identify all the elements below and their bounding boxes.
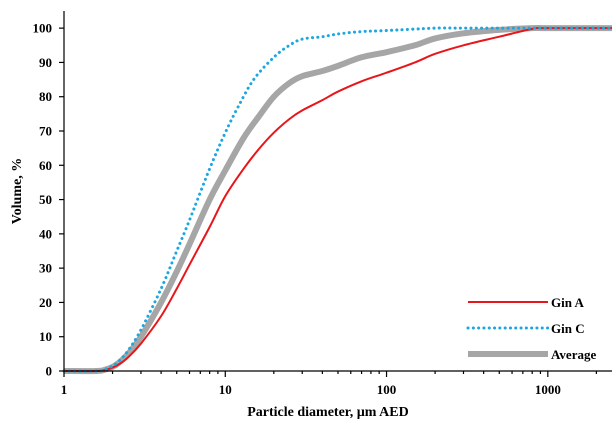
y-tick-label: 40 <box>39 226 52 241</box>
series-layer <box>62 25 614 375</box>
x-tick-label: 10 <box>219 382 232 397</box>
y-tick-label: 0 <box>46 364 53 379</box>
y-ticks: 0 10 20 30 40 50 60 70 80 90 100 <box>33 21 64 379</box>
series-line-gin-a <box>63 26 613 373</box>
x-axis-title: Particle diameter, µm AED <box>247 405 409 420</box>
y-tick-label: 20 <box>39 295 52 310</box>
y-axis-title: Volume, % <box>10 158 25 224</box>
x-tick-label: 1000 <box>535 382 561 397</box>
y-tick-label: 90 <box>39 55 52 70</box>
x-tick-label: 1 <box>61 382 68 397</box>
y-tick-label: 80 <box>39 89 52 104</box>
y-tick-label: 30 <box>39 261 52 276</box>
x-ticks: 1 10 100 1000 <box>61 371 597 397</box>
series-line-gin-c <box>62 26 614 373</box>
y-tick-label: 70 <box>39 124 52 139</box>
legend-label-gin-a: Gin A <box>551 295 584 310</box>
series-line-average <box>63 25 612 375</box>
y-tick-label: 60 <box>39 158 52 173</box>
legend-label-average: Average <box>551 347 596 362</box>
y-tick-label: 50 <box>39 192 52 207</box>
x-tick-label: 100 <box>377 382 397 397</box>
legend: Gin A Gin C Average <box>466 295 596 362</box>
y-tick-label: 100 <box>33 21 53 36</box>
legend-label-gin-c: Gin C <box>551 321 585 336</box>
y-tick-label: 10 <box>39 329 52 344</box>
